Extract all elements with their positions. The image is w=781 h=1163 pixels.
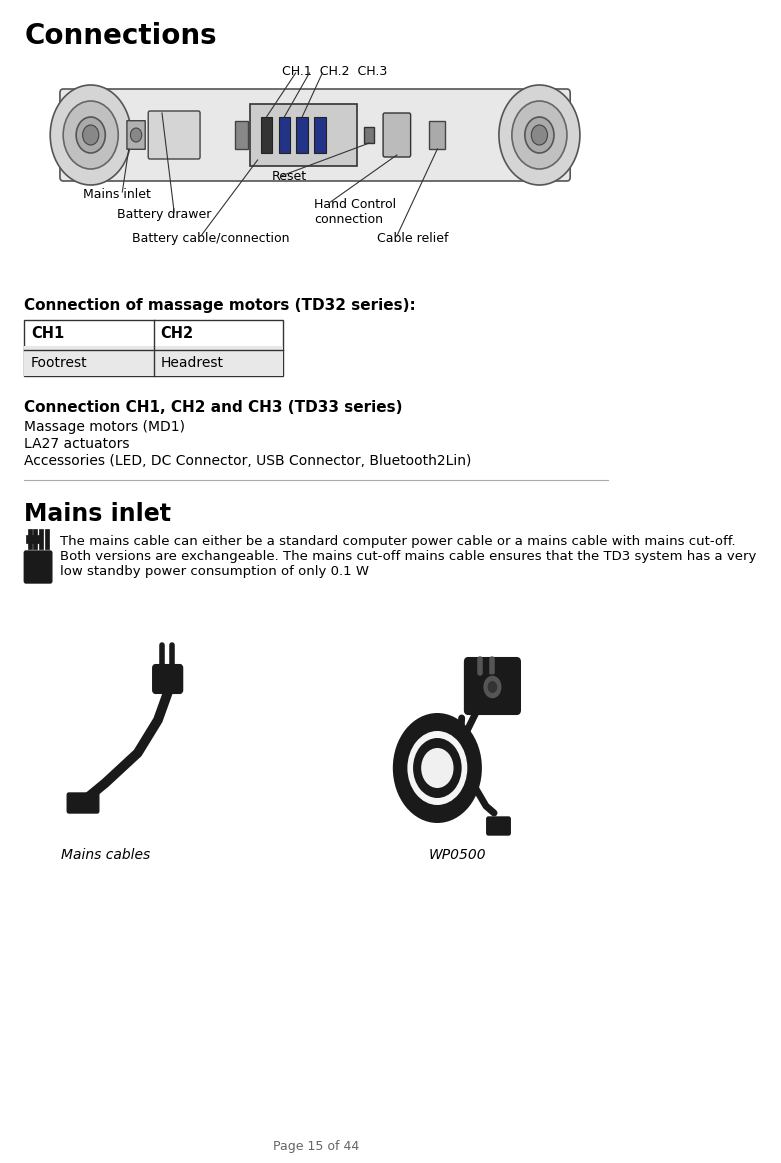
Circle shape xyxy=(76,117,105,154)
Text: Footrest: Footrest xyxy=(30,356,87,370)
Bar xyxy=(24,320,284,376)
Circle shape xyxy=(421,748,454,789)
Circle shape xyxy=(393,713,482,823)
Bar xyxy=(34,529,37,549)
FancyBboxPatch shape xyxy=(465,658,520,714)
Circle shape xyxy=(487,682,497,693)
Text: Mains cables: Mains cables xyxy=(61,848,150,862)
Text: Page 15 of 44: Page 15 of 44 xyxy=(273,1140,359,1153)
FancyBboxPatch shape xyxy=(127,121,145,149)
Circle shape xyxy=(525,117,554,154)
Text: Headrest: Headrest xyxy=(160,356,223,370)
Text: CH2: CH2 xyxy=(160,326,194,341)
Circle shape xyxy=(499,85,580,185)
Text: Connection of massage motors (TD32 series):: Connection of massage motors (TD32 serie… xyxy=(24,298,416,313)
Circle shape xyxy=(531,124,547,145)
Text: Mains inlet: Mains inlet xyxy=(84,188,152,201)
Text: The mains cable can either be a standard computer power cable or a mains cable w: The mains cable can either be a standard… xyxy=(60,535,756,578)
Text: Cable relief: Cable relief xyxy=(377,231,449,245)
Bar xyxy=(261,117,272,154)
FancyBboxPatch shape xyxy=(153,665,182,693)
Bar xyxy=(24,347,284,376)
Bar xyxy=(39,529,43,549)
Text: Connection CH1, CH2 and CH3 (TD33 series): Connection CH1, CH2 and CH3 (TD33 series… xyxy=(24,400,403,415)
Circle shape xyxy=(50,85,131,185)
Bar xyxy=(297,117,308,154)
Circle shape xyxy=(483,675,502,699)
Text: Battery cable/connection: Battery cable/connection xyxy=(132,231,290,245)
FancyBboxPatch shape xyxy=(24,551,52,583)
Bar xyxy=(314,117,326,154)
FancyBboxPatch shape xyxy=(383,113,411,157)
FancyBboxPatch shape xyxy=(250,104,357,166)
Text: Massage motors (MD1): Massage motors (MD1) xyxy=(24,420,185,434)
Text: Mains inlet: Mains inlet xyxy=(24,502,171,526)
Circle shape xyxy=(413,739,462,798)
Text: Battery drawer: Battery drawer xyxy=(117,208,212,221)
Bar xyxy=(430,121,445,149)
Text: CH1: CH1 xyxy=(30,326,64,341)
Circle shape xyxy=(130,128,141,142)
FancyBboxPatch shape xyxy=(67,793,99,813)
Text: WP0500: WP0500 xyxy=(429,848,487,862)
Text: Reset: Reset xyxy=(271,170,306,183)
Circle shape xyxy=(63,101,118,169)
FancyBboxPatch shape xyxy=(60,90,570,181)
Bar xyxy=(365,127,374,143)
Text: Hand Control
connection: Hand Control connection xyxy=(314,198,397,226)
Bar xyxy=(26,535,42,543)
Circle shape xyxy=(408,732,467,805)
Bar xyxy=(45,529,48,549)
Text: CH.1  CH.2  CH.3: CH.1 CH.2 CH.3 xyxy=(282,65,387,78)
Bar xyxy=(279,117,290,154)
Circle shape xyxy=(83,124,99,145)
Circle shape xyxy=(512,101,567,169)
FancyBboxPatch shape xyxy=(487,816,510,835)
Text: Accessories (LED, DC Connector, USB Connector, Bluetooth2Lin): Accessories (LED, DC Connector, USB Conn… xyxy=(24,454,472,468)
Bar xyxy=(235,121,248,149)
Bar xyxy=(27,529,31,549)
Text: Connections: Connections xyxy=(24,22,217,50)
FancyBboxPatch shape xyxy=(148,110,200,159)
Text: LA27 actuators: LA27 actuators xyxy=(24,437,130,451)
